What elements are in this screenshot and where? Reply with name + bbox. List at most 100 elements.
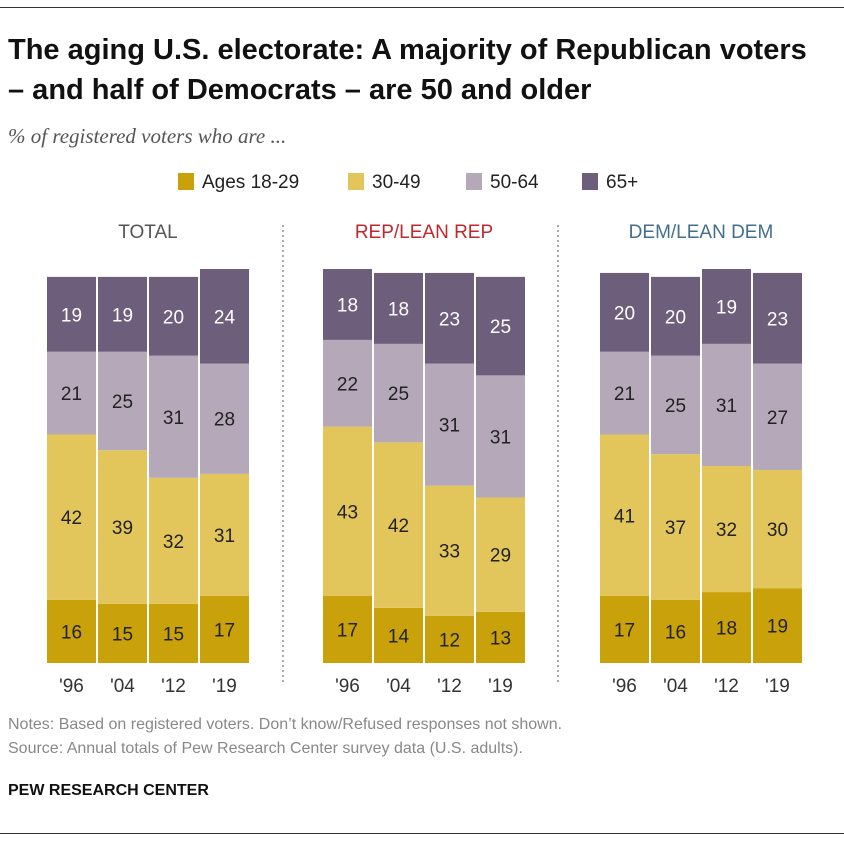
bar-segment	[323, 596, 372, 663]
legend-label: 65+	[606, 172, 638, 193]
x-tick-label: '96	[612, 676, 637, 697]
legend-swatch	[466, 173, 482, 190]
bar-segment	[702, 592, 751, 663]
bar-segment	[425, 272, 474, 364]
bar-segment	[47, 351, 96, 435]
x-tick-label: '04	[386, 676, 411, 697]
data-label: 23	[439, 309, 460, 330]
bar-segment	[425, 485, 474, 616]
data-label: 18	[716, 619, 737, 640]
legend-swatch	[582, 173, 598, 190]
bar-segment	[374, 607, 423, 663]
data-label: 31	[214, 526, 235, 547]
x-tick-label: '12	[161, 676, 186, 697]
bar-segment	[753, 272, 802, 364]
data-label: 19	[112, 305, 133, 326]
x-tick-label: '96	[59, 676, 84, 697]
data-label: 14	[388, 626, 410, 647]
data-label: 31	[490, 427, 511, 448]
data-label: 32	[163, 532, 184, 553]
data-label: 31	[439, 416, 460, 437]
bar-segment	[600, 596, 649, 663]
bar-segment	[98, 351, 147, 451]
data-label: 37	[665, 518, 686, 539]
data-label: 41	[614, 506, 635, 527]
data-label: 16	[61, 622, 82, 643]
bar-segment	[98, 450, 147, 604]
data-label: 21	[61, 384, 82, 405]
bar-segment	[323, 269, 372, 340]
data-label: 39	[112, 518, 133, 539]
bar-segment	[476, 611, 525, 663]
data-label: 31	[163, 408, 184, 429]
bar-segment	[374, 272, 423, 344]
bar-segment	[476, 375, 525, 498]
bar-segment	[702, 343, 751, 466]
data-label: 23	[767, 309, 788, 330]
data-label: 17	[337, 621, 358, 642]
data-label: 16	[665, 622, 686, 643]
data-label: 19	[61, 305, 82, 326]
data-label: 22	[337, 374, 358, 395]
data-label: 25	[490, 317, 511, 338]
bar-segment	[98, 276, 147, 352]
x-tick-label: '04	[110, 676, 135, 697]
data-label: 19	[767, 617, 788, 638]
data-label: 24	[214, 307, 236, 328]
panel-title: TOTAL	[118, 222, 177, 243]
data-label: 29	[490, 546, 511, 567]
data-label: 19	[716, 297, 737, 318]
data-label: 18	[388, 299, 409, 320]
x-tick-label: '19	[765, 676, 790, 697]
bar-segment	[476, 497, 525, 612]
data-label: 15	[163, 624, 184, 645]
bar-segment	[702, 466, 751, 593]
bar-segment	[323, 426, 372, 597]
bar-segment	[476, 276, 525, 376]
bar-segment	[651, 276, 700, 356]
bar-segment	[753, 469, 802, 589]
x-tick-label: '96	[335, 676, 360, 697]
bar-segment	[753, 363, 802, 470]
bar-segment	[149, 603, 198, 663]
bar-segment	[47, 434, 96, 600]
bar-segment	[200, 363, 249, 474]
bar-segment	[600, 434, 649, 597]
data-label: 20	[614, 303, 635, 324]
bar-segment	[651, 355, 700, 455]
bar-segment	[600, 351, 649, 435]
data-label: 18	[337, 295, 358, 316]
legend-swatch	[348, 173, 364, 190]
subtitle: % of registered voters who are ...	[8, 124, 287, 148]
bar-segment	[753, 588, 802, 663]
bar-segment	[374, 442, 423, 608]
bar-segment	[98, 603, 147, 663]
x-tick-label: '19	[212, 676, 237, 697]
source: Source: Annual totals of Pew Research Ce…	[8, 740, 523, 757]
bar-segment	[374, 343, 423, 443]
data-label: 42	[61, 508, 82, 529]
data-label: 31	[716, 396, 737, 417]
data-label: 21	[614, 384, 635, 405]
panel-title: DEM/LEAN DEM	[629, 222, 774, 243]
bar-segment	[425, 363, 474, 486]
legend-swatch	[178, 173, 194, 190]
bar-segment	[425, 615, 474, 663]
top-rule	[0, 7, 844, 8]
bar-segment	[651, 454, 700, 600]
data-label: 42	[388, 516, 409, 537]
data-label: 20	[665, 307, 686, 328]
panel-title: REP/LEAN REP	[355, 222, 493, 243]
x-tick-label: '04	[663, 676, 688, 697]
bar-segment	[702, 269, 751, 344]
data-label: 32	[716, 520, 737, 541]
bar-segment	[149, 276, 198, 356]
bar-segment	[149, 477, 198, 604]
bar-segment	[149, 355, 198, 478]
x-tick-label: '19	[488, 676, 513, 697]
bar-segment	[200, 473, 249, 597]
x-tick-label: '12	[437, 676, 462, 697]
legend-label: 50-64	[490, 172, 539, 193]
data-label: 25	[112, 392, 133, 413]
